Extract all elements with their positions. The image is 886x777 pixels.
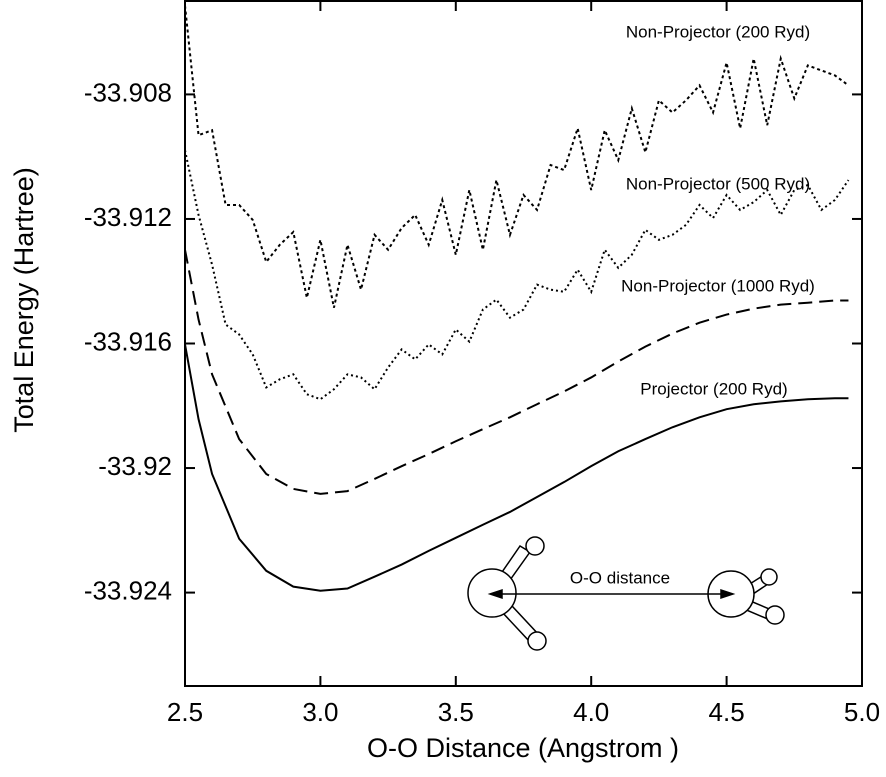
series-line (184, 5, 850, 308)
y-tick-label: -33.916 (84, 326, 172, 356)
x-axis-title: O-O Distance (Angstrom ) (367, 733, 679, 763)
x-tick-label: 4.5 (709, 697, 745, 727)
x-tick-label: 3.5 (438, 697, 474, 727)
y-axis-title: Total Energy (Hartree) (9, 167, 39, 433)
series-label: Non-Projector (500 Ryd) (626, 174, 810, 193)
atom (527, 631, 547, 651)
x-tick-label: 4.0 (573, 697, 609, 727)
series-label: Non-Projector (1000 Ryd) (621, 276, 815, 295)
y-tick-label: -33.92 (98, 451, 172, 481)
x-tick-label: 5.0 (844, 697, 880, 727)
arrow-head (487, 588, 503, 600)
y-tick-label: -33.908 (84, 77, 172, 107)
annotation: O-O distance (570, 568, 670, 587)
series-line (184, 249, 849, 495)
arrow-head (720, 588, 736, 600)
y-tick-label: -33.912 (84, 202, 172, 232)
molecule-diagram (467, 536, 785, 651)
series-line (184, 344, 849, 592)
x-tick-label: 2.5 (167, 697, 203, 727)
x-tick-label: 3.0 (302, 697, 338, 727)
atom (765, 605, 785, 625)
atom (760, 568, 778, 586)
y-tick-label: -33.924 (84, 575, 172, 605)
series-label: Projector (200 Ryd) (640, 379, 787, 398)
series-label: Non-Projector (200 Ryd) (626, 22, 810, 41)
atom (525, 536, 545, 556)
